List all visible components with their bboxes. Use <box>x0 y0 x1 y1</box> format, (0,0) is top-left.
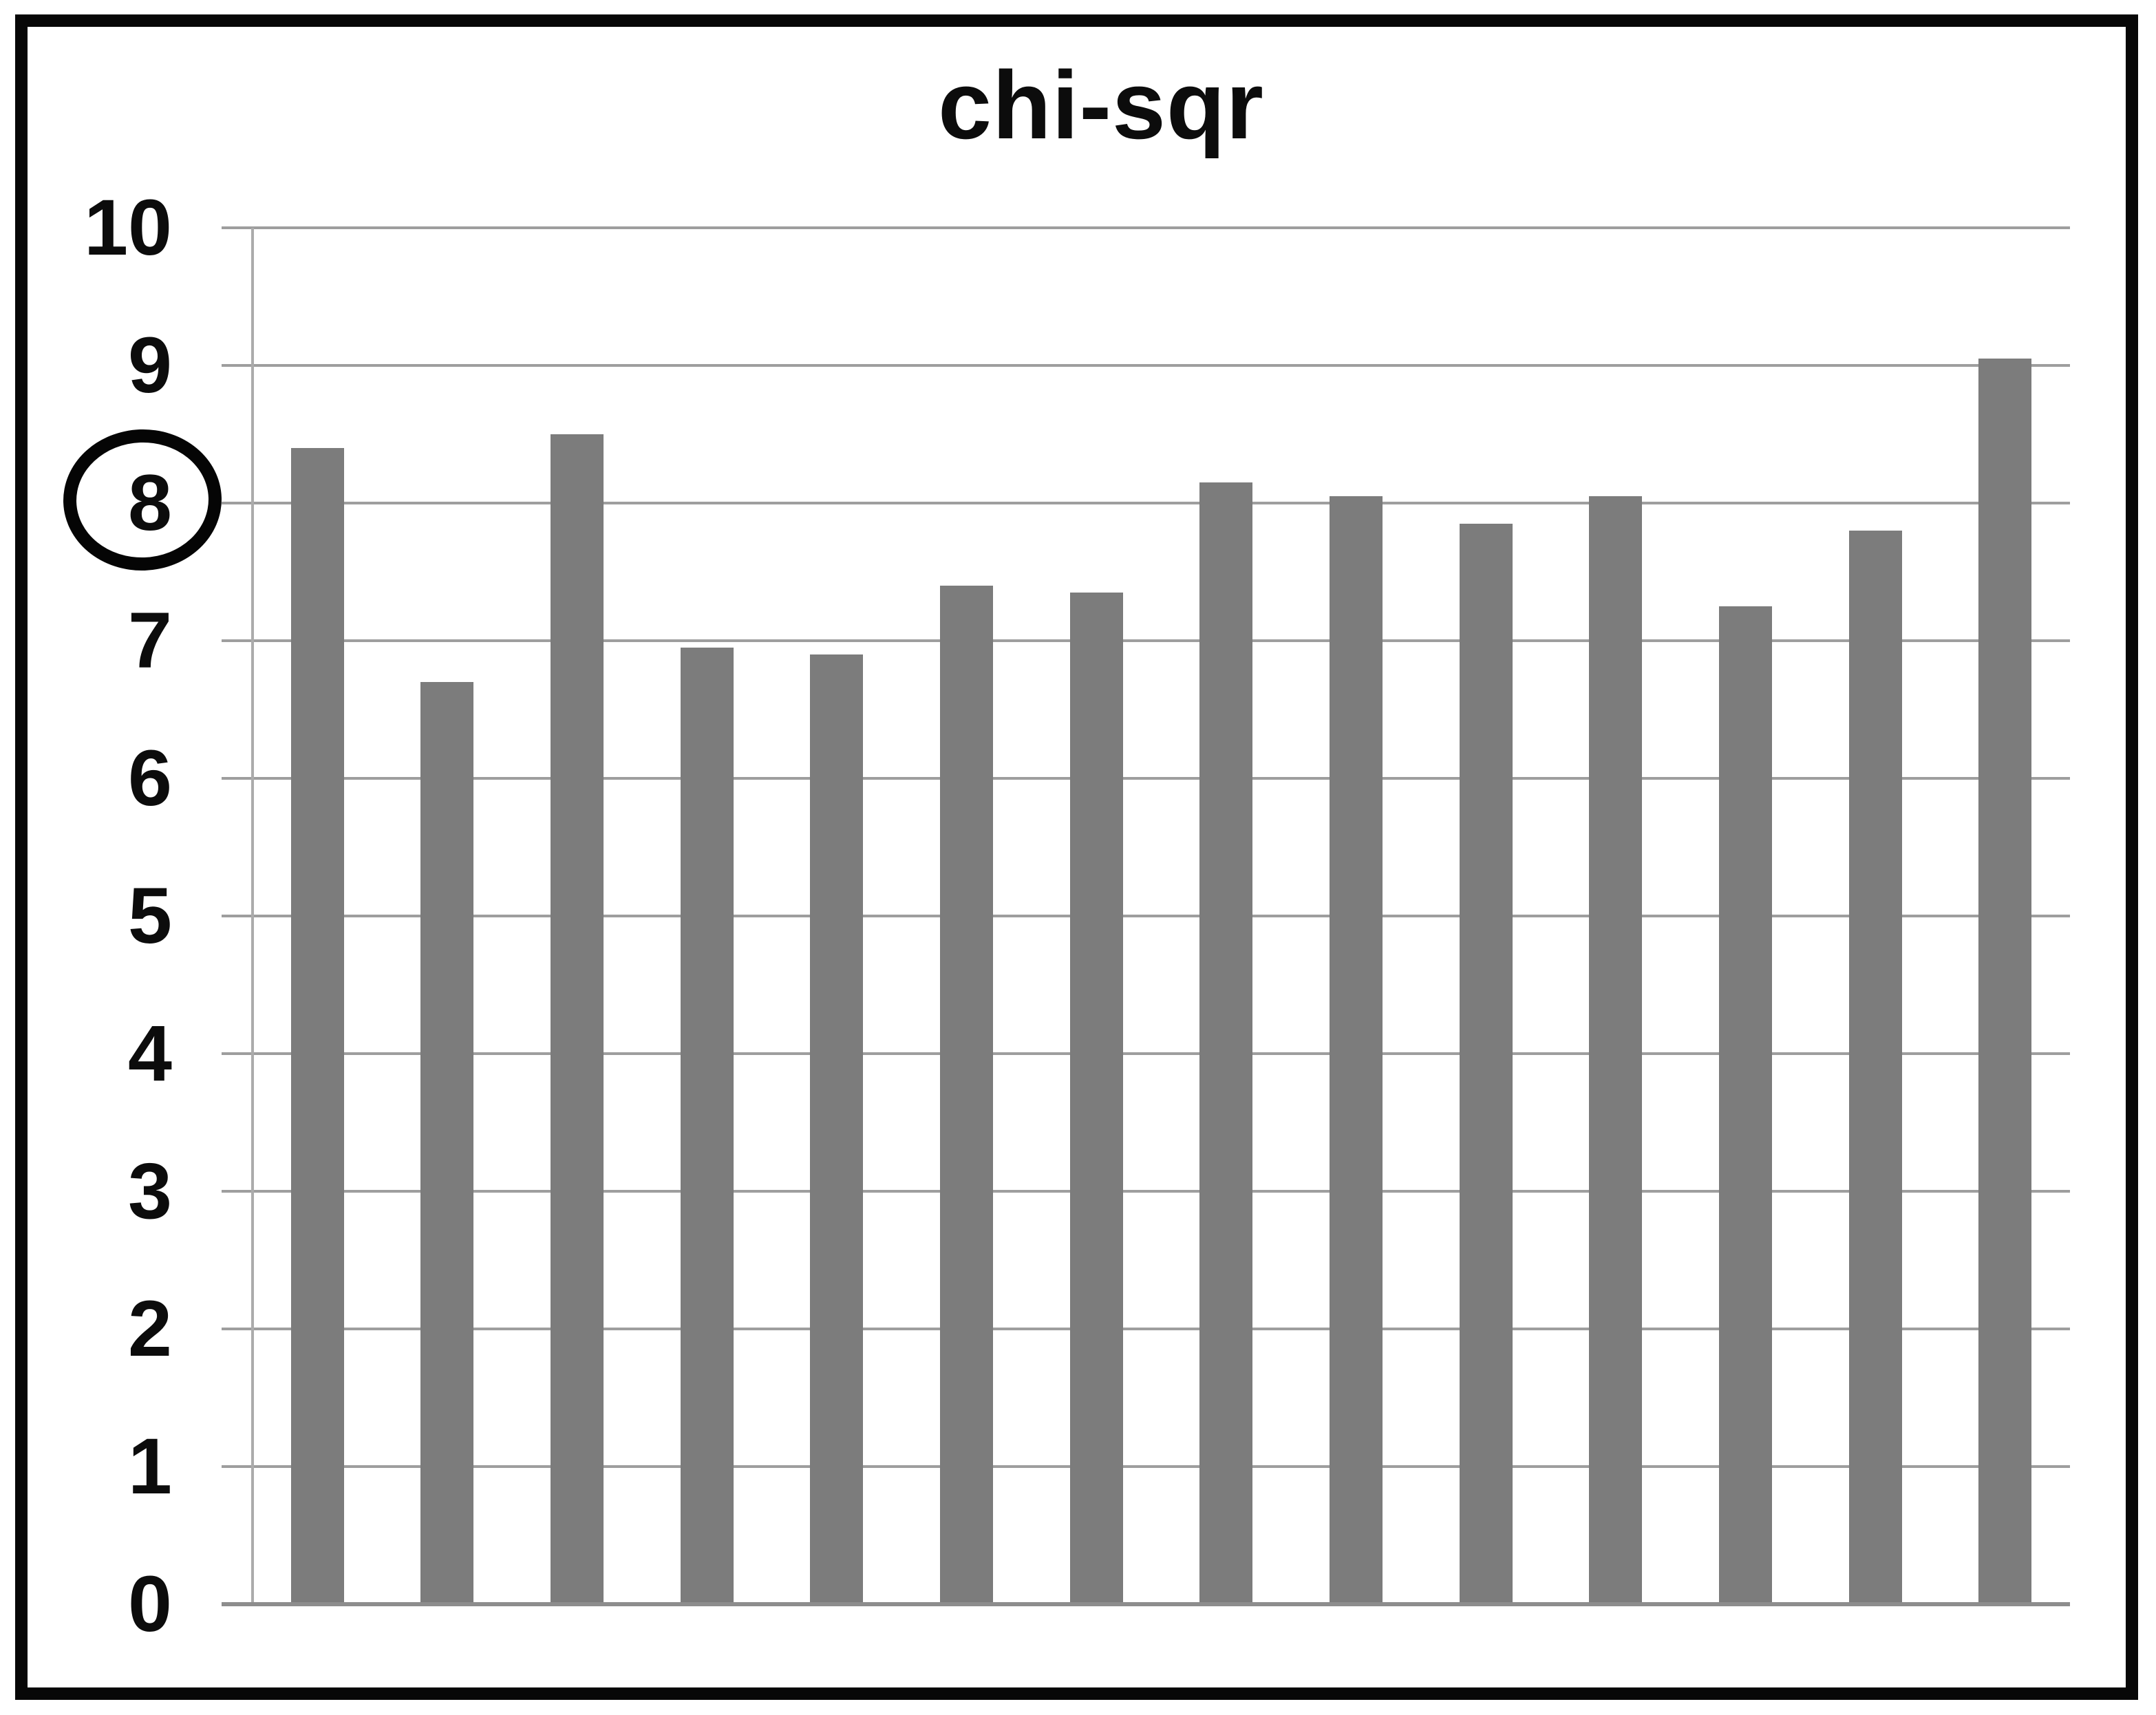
bar-6 <box>940 586 994 1604</box>
gridline-5 <box>222 915 2070 917</box>
gridline-3 <box>222 1190 2070 1193</box>
gridline-9 <box>222 364 2070 367</box>
gridline-2 <box>222 1328 2070 1330</box>
bar-2 <box>420 682 474 1604</box>
x-axis-baseline <box>222 1602 2070 1606</box>
bar-4 <box>680 648 734 1604</box>
gridline-6 <box>222 777 2070 780</box>
bar-5 <box>810 654 864 1604</box>
bar-9 <box>1329 496 1383 1604</box>
y-axis-line <box>251 228 254 1606</box>
chart-title: chi-sqr <box>938 51 1264 159</box>
bar-13 <box>1848 531 1902 1604</box>
y-axis-label-2: 2 <box>128 1285 172 1373</box>
bar-10 <box>1459 524 1513 1604</box>
y-axis-label-8: 8 <box>128 459 172 547</box>
bar-11 <box>1589 496 1643 1604</box>
bar-12 <box>1718 606 1772 1604</box>
gridline-4 <box>222 1052 2070 1055</box>
gridline-7 <box>222 639 2070 642</box>
y-axis-label-1: 1 <box>128 1423 172 1511</box>
y-axis-label-10: 10 <box>84 184 172 272</box>
gridline-8 <box>222 502 2070 504</box>
y-axis-label-3: 3 <box>128 1147 172 1235</box>
bar-3 <box>551 434 604 1604</box>
y-axis-label-4: 4 <box>128 1010 172 1098</box>
y-axis-label-5: 5 <box>128 872 172 960</box>
gridline-1 <box>222 1465 2070 1468</box>
bar-8 <box>1199 482 1253 1604</box>
bar-1 <box>290 448 344 1604</box>
gridline-10 <box>222 226 2070 229</box>
y-axis-label-6: 6 <box>128 734 172 822</box>
y-axis-label-7: 7 <box>128 597 172 685</box>
bar-7 <box>1069 593 1123 1604</box>
y-axis-label-0: 0 <box>128 1560 172 1648</box>
bar-14 <box>1978 359 2032 1604</box>
y-axis-label-9: 9 <box>128 321 172 409</box>
